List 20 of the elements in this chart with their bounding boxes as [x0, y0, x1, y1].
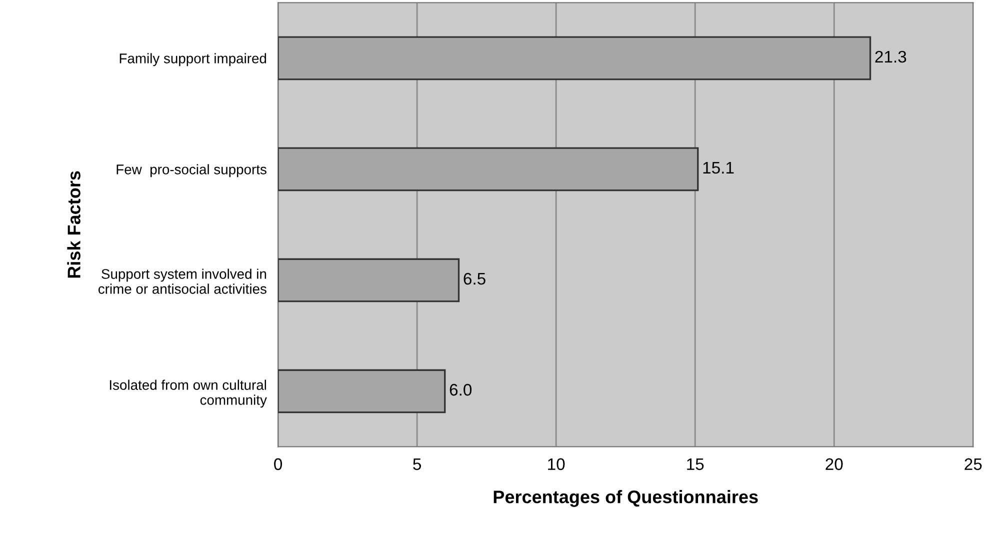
y-tick-label: Support system involved in crime or antisocial activities [98, 268, 266, 294]
data-label: 21.3 [875, 50, 906, 63]
y-tick-label: Family support impaired [120, 53, 266, 66]
data-label: 15.1 [703, 162, 734, 174]
y-tick-label: Few pro-social supports [116, 164, 266, 178]
x-tick-label: 0 [274, 458, 282, 470]
x-tick-label: 10 [548, 458, 565, 470]
bar [278, 258, 460, 302]
x-tick-label: 25 [964, 458, 982, 470]
y-axis-title: Risk Factors [67, 171, 80, 278]
bar [278, 147, 699, 192]
y-tick-label: Isolated from own cultural community [110, 380, 267, 408]
data-label: 6.0 [450, 384, 472, 396]
data-label: 6.5 [464, 272, 486, 285]
bar [278, 36, 872, 80]
x-tick-label: 20 [826, 458, 843, 470]
x-tick-label: 5 [413, 458, 421, 470]
x-axis-title: Percentages of Questionnaires [494, 490, 758, 507]
x-tick-label: 15 [687, 458, 704, 470]
bar [278, 369, 446, 414]
